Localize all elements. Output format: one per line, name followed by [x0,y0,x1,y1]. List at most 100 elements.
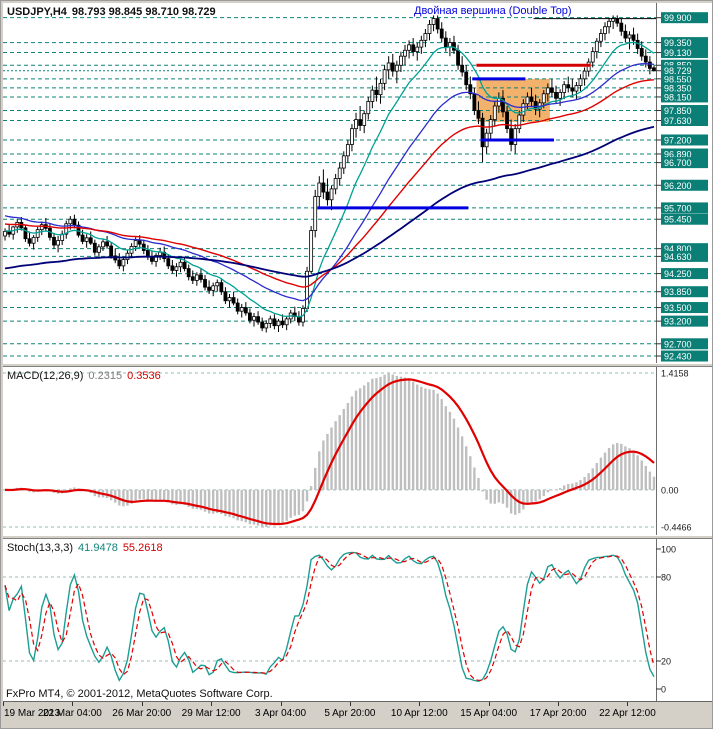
price-axis-label: 96.200 [664,181,692,191]
macd-histogram-bar [452,418,456,490]
candle-bull [64,223,69,235]
pane-separator[interactable] [3,363,712,367]
stoch-d-line[interactable] [4,552,655,682]
price-axis-tag [661,338,708,350]
pane-separator[interactable] [3,535,712,539]
candle-bull [154,255,158,262]
stoch-k-line[interactable] [4,551,655,683]
stoch-name: Stoch(13,3,3) [7,542,74,554]
price-axis-tag [661,315,708,327]
candle-bear [619,22,624,32]
macd-histogram-bar [395,375,399,490]
macd-histogram-bar [550,489,554,491]
candle-bear [105,241,109,247]
price-axis-tag [661,148,708,160]
macd-histogram-bar [558,487,562,490]
macd-histogram-bar [146,489,150,500]
candle-bear [321,182,326,193]
price-axis-tag [661,82,708,94]
candle-bull [174,266,179,271]
candle-bull [31,236,36,244]
price-axis-tag [661,114,708,126]
macd-histogram-bar [416,384,419,490]
price-axis-label: 98.550 [664,74,692,84]
candle-bull [407,44,411,51]
time-axis-tick [211,702,213,706]
candle-bear [472,93,477,111]
time-axis[interactable]: 19 Mar 2013 22 Mar 04:00 26 Mar 20:00 29 Ma… [3,701,712,728]
macd-histogram-bar [314,467,317,490]
candle-bull [227,297,232,302]
macd-histogram-bar [575,482,578,490]
candle-bull [541,93,546,104]
time-axis-label: 22 Mar 04:00 [42,708,102,719]
macd-histogram-bar [460,436,464,490]
candle-bull [427,24,432,34]
price-axis-label: 92.700 [664,339,692,349]
candle-bear [92,242,97,253]
macd-histogram-bar [330,427,333,490]
candle-bear [652,67,656,72]
macd-histogram-bar [391,374,394,490]
candle-bear [631,34,636,41]
candle-bear [243,307,248,314]
macd-histogram-bar [489,489,492,504]
macd-histogram-bar [379,376,382,490]
candle-bear [456,49,460,66]
macd-histogram-bar [183,489,186,506]
macd-histogram-bar [628,448,631,490]
stoch-axis-label: 0 [661,685,666,695]
candle-bear [533,101,538,110]
candle-bull [333,178,338,190]
ohlc-values: 98.793 98.845 98.710 98.729 [71,6,216,18]
price-axis-tag [661,350,708,362]
candle-bull [366,101,371,115]
macd-histogram-bar [191,489,194,509]
macd-histogram-bar [318,451,321,490]
macd-histogram-bar [73,487,76,490]
candle-bull [423,33,428,41]
candle-bear [623,30,628,39]
candle-bull [594,40,599,53]
candle-bull [284,318,289,326]
macd-histogram-bar [265,489,268,527]
macd-histogram-bar [542,489,545,497]
candle-bear [141,243,146,251]
macd-value-signal: 0.3536 [127,370,161,382]
candle-bear [80,234,85,242]
candle-bull [158,251,163,256]
stoch-axis-label: 80 [661,573,671,583]
ma-long-navy[interactable] [4,125,655,278]
macd-pane[interactable]: 1.4158 0.00 -0.4466 [3,367,712,535]
candle-bear [615,18,620,24]
macd-plot-bg [3,367,712,535]
price-axis-label: 95.700 [664,203,692,213]
candle-bull [345,144,350,157]
macd-histogram-bar [199,489,203,510]
main-chart-pane[interactable]: 99.90099.35099.13098.85098.55098.35098.1… [3,3,712,363]
macd-histogram-bar [220,489,223,515]
macd-name: MACD(12,26,9) [7,370,84,382]
macd-histogram-bar [305,489,309,502]
stoch-plot-bg [3,539,712,701]
macd-histogram-bar [346,403,350,490]
candle-bear [272,318,277,327]
candle-bull [101,241,105,248]
candle-bull [513,128,518,145]
candle-bear [411,44,416,53]
candle-bear [166,258,171,267]
macd-histogram-bar [154,489,158,502]
macd-histogram-bar [648,471,652,490]
stoch-pane[interactable]: 100 80 20 0 [3,539,712,701]
macd-histogram-bar [269,489,272,526]
price-axis-tag [661,65,708,77]
macd-signal-line[interactable] [4,378,655,526]
candle-bear [435,18,440,30]
macd-histogram-bar [362,385,366,490]
candle-bull [194,274,199,281]
macd-histogram-bar [285,489,288,521]
macd-axis-label: 1.4158 [661,369,689,379]
candle-bear [554,92,558,99]
candle-bear [480,117,485,148]
candle-bull [558,92,562,99]
